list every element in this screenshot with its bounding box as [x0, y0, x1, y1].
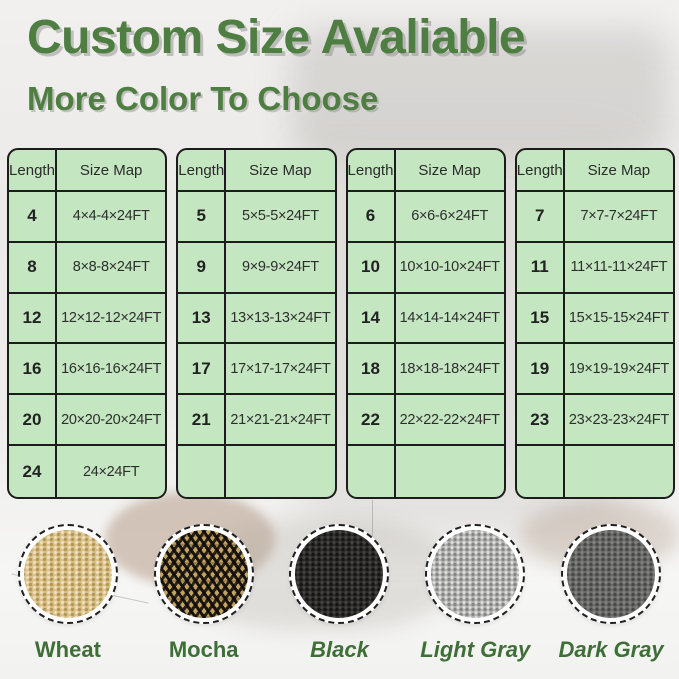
page-subtitle: More Color To Choose: [27, 79, 379, 117]
size-map-cell: 14×14-14×24FT: [395, 294, 504, 345]
color-swatches: Wheat Mocha Black Light Gray Dark Gray: [0, 524, 679, 663]
length-cell: 9: [178, 242, 227, 294]
size-table-4: Length Size Map 7 7×7-7×24FT 11 11×11-11×24FT…: [514, 148, 675, 499]
swatch-label: Mocha: [168, 637, 239, 662]
size-table-2: Length Size Map 5 5×5-5×24FT 9 9×9-9×24FT 13 13…: [176, 148, 337, 499]
length-cell: 20: [9, 395, 57, 447]
length-cell: 10: [347, 242, 396, 294]
length-cell: [178, 446, 227, 497]
wheat-fabric-texture: [23, 530, 112, 618]
size-map-cell: 10×10-10×24FT: [395, 243, 504, 294]
size-map-cell: 5×5-5×24FT: [226, 192, 335, 243]
size-map-cell: [565, 446, 673, 497]
page-title: Custom Size Avaliable: [27, 11, 526, 64]
mocha-fabric-texture: [159, 530, 248, 618]
black-fabric-swatch-icon: [289, 524, 390, 624]
size-map-cell: 15×15-15×24FT: [564, 294, 673, 345]
size-map-cell: [226, 446, 334, 497]
length-cell: 22: [347, 395, 396, 447]
length-cell: 16: [9, 344, 57, 396]
length-cell: 24: [9, 446, 57, 497]
column-header-length: Length: [347, 150, 396, 192]
column-header-size-map: Size Map: [564, 150, 673, 192]
light-gray-fabric-swatch-icon: [425, 524, 526, 624]
length-cell: 13: [178, 293, 227, 345]
length-cell: [517, 446, 565, 497]
length-cell: 17: [178, 344, 227, 396]
size-map-cell: 23×23-23×24FT: [564, 395, 673, 447]
length-cell: 4: [9, 192, 57, 243]
size-map-cell: 7×7-7×24FT: [564, 192, 673, 243]
size-map-cell: 17×17-17×24FT: [226, 344, 335, 396]
wheat-fabric-swatch-icon: [17, 524, 118, 624]
size-map-cell: 8×8-8×24FT: [57, 243, 166, 294]
size-map-cell: 24×24FT: [82, 463, 140, 480]
length-cell: 11: [516, 242, 565, 294]
size-map-cell: 19×19-19×24FT: [564, 344, 673, 396]
size-map-cell: 20×20-20×24FT: [57, 395, 166, 447]
size-map-cell: 21×21-21×24FT: [226, 395, 335, 447]
swatch-label: Wheat: [34, 637, 101, 662]
swatch-label: Dark Gray: [558, 637, 664, 662]
length-cell: 8: [9, 242, 57, 294]
column-header-length: Length: [9, 150, 57, 192]
size-map-cell: 13×13-13×24FT: [226, 294, 335, 345]
length-cell: 19: [516, 344, 565, 396]
header: Custom Size Avaliable More Color To Choo…: [27, 11, 526, 118]
size-map-cell: 16×16-16×24FT: [57, 344, 166, 396]
mocha-fabric-swatch-icon: [153, 524, 254, 624]
swatch-label: Light Gray: [420, 637, 531, 662]
dark-gray-fabric-swatch-icon: [561, 524, 662, 624]
size-map-cell: 12×12-12×24FT: [57, 294, 166, 345]
size-map-cell: 6×6-6×24FT: [395, 192, 504, 243]
size-map-cell: 18×18-18×24FT: [395, 344, 504, 396]
swatch-label: Black: [310, 637, 369, 662]
column-header-length: Length: [178, 150, 227, 192]
length-cell: 6: [347, 192, 396, 243]
swatch-wheat: Wheat: [3, 524, 133, 663]
size-map-cell: 4×4-4×24FT: [57, 192, 166, 243]
column-header-length: Length: [516, 150, 565, 192]
light-gray-fabric-texture: [431, 530, 520, 618]
size-table-1: Length Size Map 4 4×4-4×24FT 8 8×8-8×24FT 12 12…: [7, 148, 168, 499]
length-cell: 23: [516, 395, 565, 447]
length-cell: 7: [516, 192, 565, 243]
swatch-mocha: Mocha: [139, 524, 269, 663]
size-table-3: Length Size Map 6 6×6-6×24FT 10 10×10-10×24FT…: [345, 148, 506, 499]
length-cell: 12: [9, 293, 57, 345]
size-map-cell: 9×9-9×24FT: [226, 243, 335, 294]
column-header-size-map: Size Map: [395, 150, 504, 192]
column-header-size-map: Size Map: [57, 150, 166, 192]
column-header-size-map: Size Map: [226, 150, 335, 192]
length-cell: 15: [516, 293, 565, 345]
size-map-cell: 22×22-22×24FT: [395, 395, 504, 447]
length-cell: 5: [178, 192, 227, 243]
dark-gray-fabric-texture: [567, 530, 656, 618]
length-cell: [348, 446, 396, 497]
swatch-black: Black: [274, 524, 404, 663]
size-tables: Length Size Map 4 4×4-4×24FT 8 8×8-8×24FT 12 12…: [7, 148, 675, 500]
swatch-light-gray: Light Gray: [410, 524, 540, 663]
black-fabric-texture: [295, 530, 384, 618]
size-map-cell: [396, 446, 504, 497]
length-cell: 21: [178, 395, 227, 447]
length-cell: 18: [347, 344, 396, 396]
length-cell: 14: [347, 293, 396, 345]
size-map-cell: 11×11-11×24FT: [564, 243, 673, 294]
swatch-dark-gray: Dark Gray: [546, 524, 676, 663]
